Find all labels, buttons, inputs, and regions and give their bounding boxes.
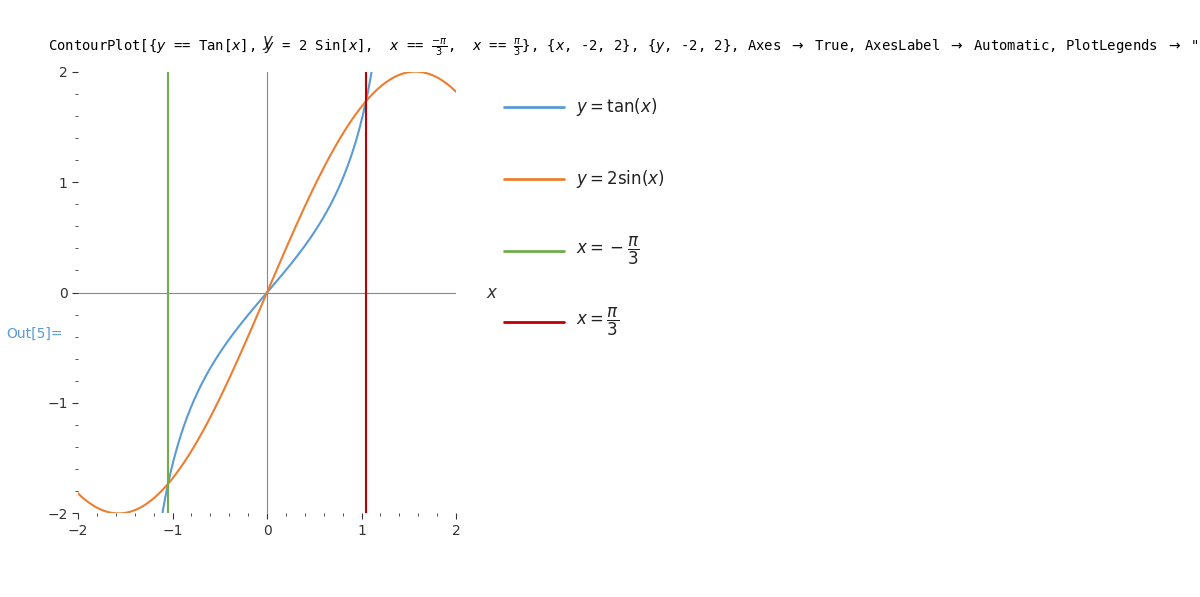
- Text: $x = \dfrac{\pi}{3}$: $x = \dfrac{\pi}{3}$: [576, 306, 619, 338]
- Text: x: x: [486, 284, 496, 301]
- Text: Out[5]=: Out[5]=: [6, 327, 62, 341]
- Text: $y = \tan(x)$: $y = \tan(x)$: [576, 97, 658, 118]
- Text: ContourPlot[{$y$ == Tan[$x$], $y$ = 2 Sin[$x$],  $x$ == $\frac{-\pi}{3}$,  $x$ =: ContourPlot[{$y$ == Tan[$x$], $y$ = 2 Si…: [48, 36, 1200, 57]
- Text: $x = -\dfrac{\pi}{3}$: $x = -\dfrac{\pi}{3}$: [576, 235, 640, 267]
- Text: $y = 2\sin(x)$: $y = 2\sin(x)$: [576, 168, 665, 190]
- Text: y: y: [262, 32, 272, 50]
